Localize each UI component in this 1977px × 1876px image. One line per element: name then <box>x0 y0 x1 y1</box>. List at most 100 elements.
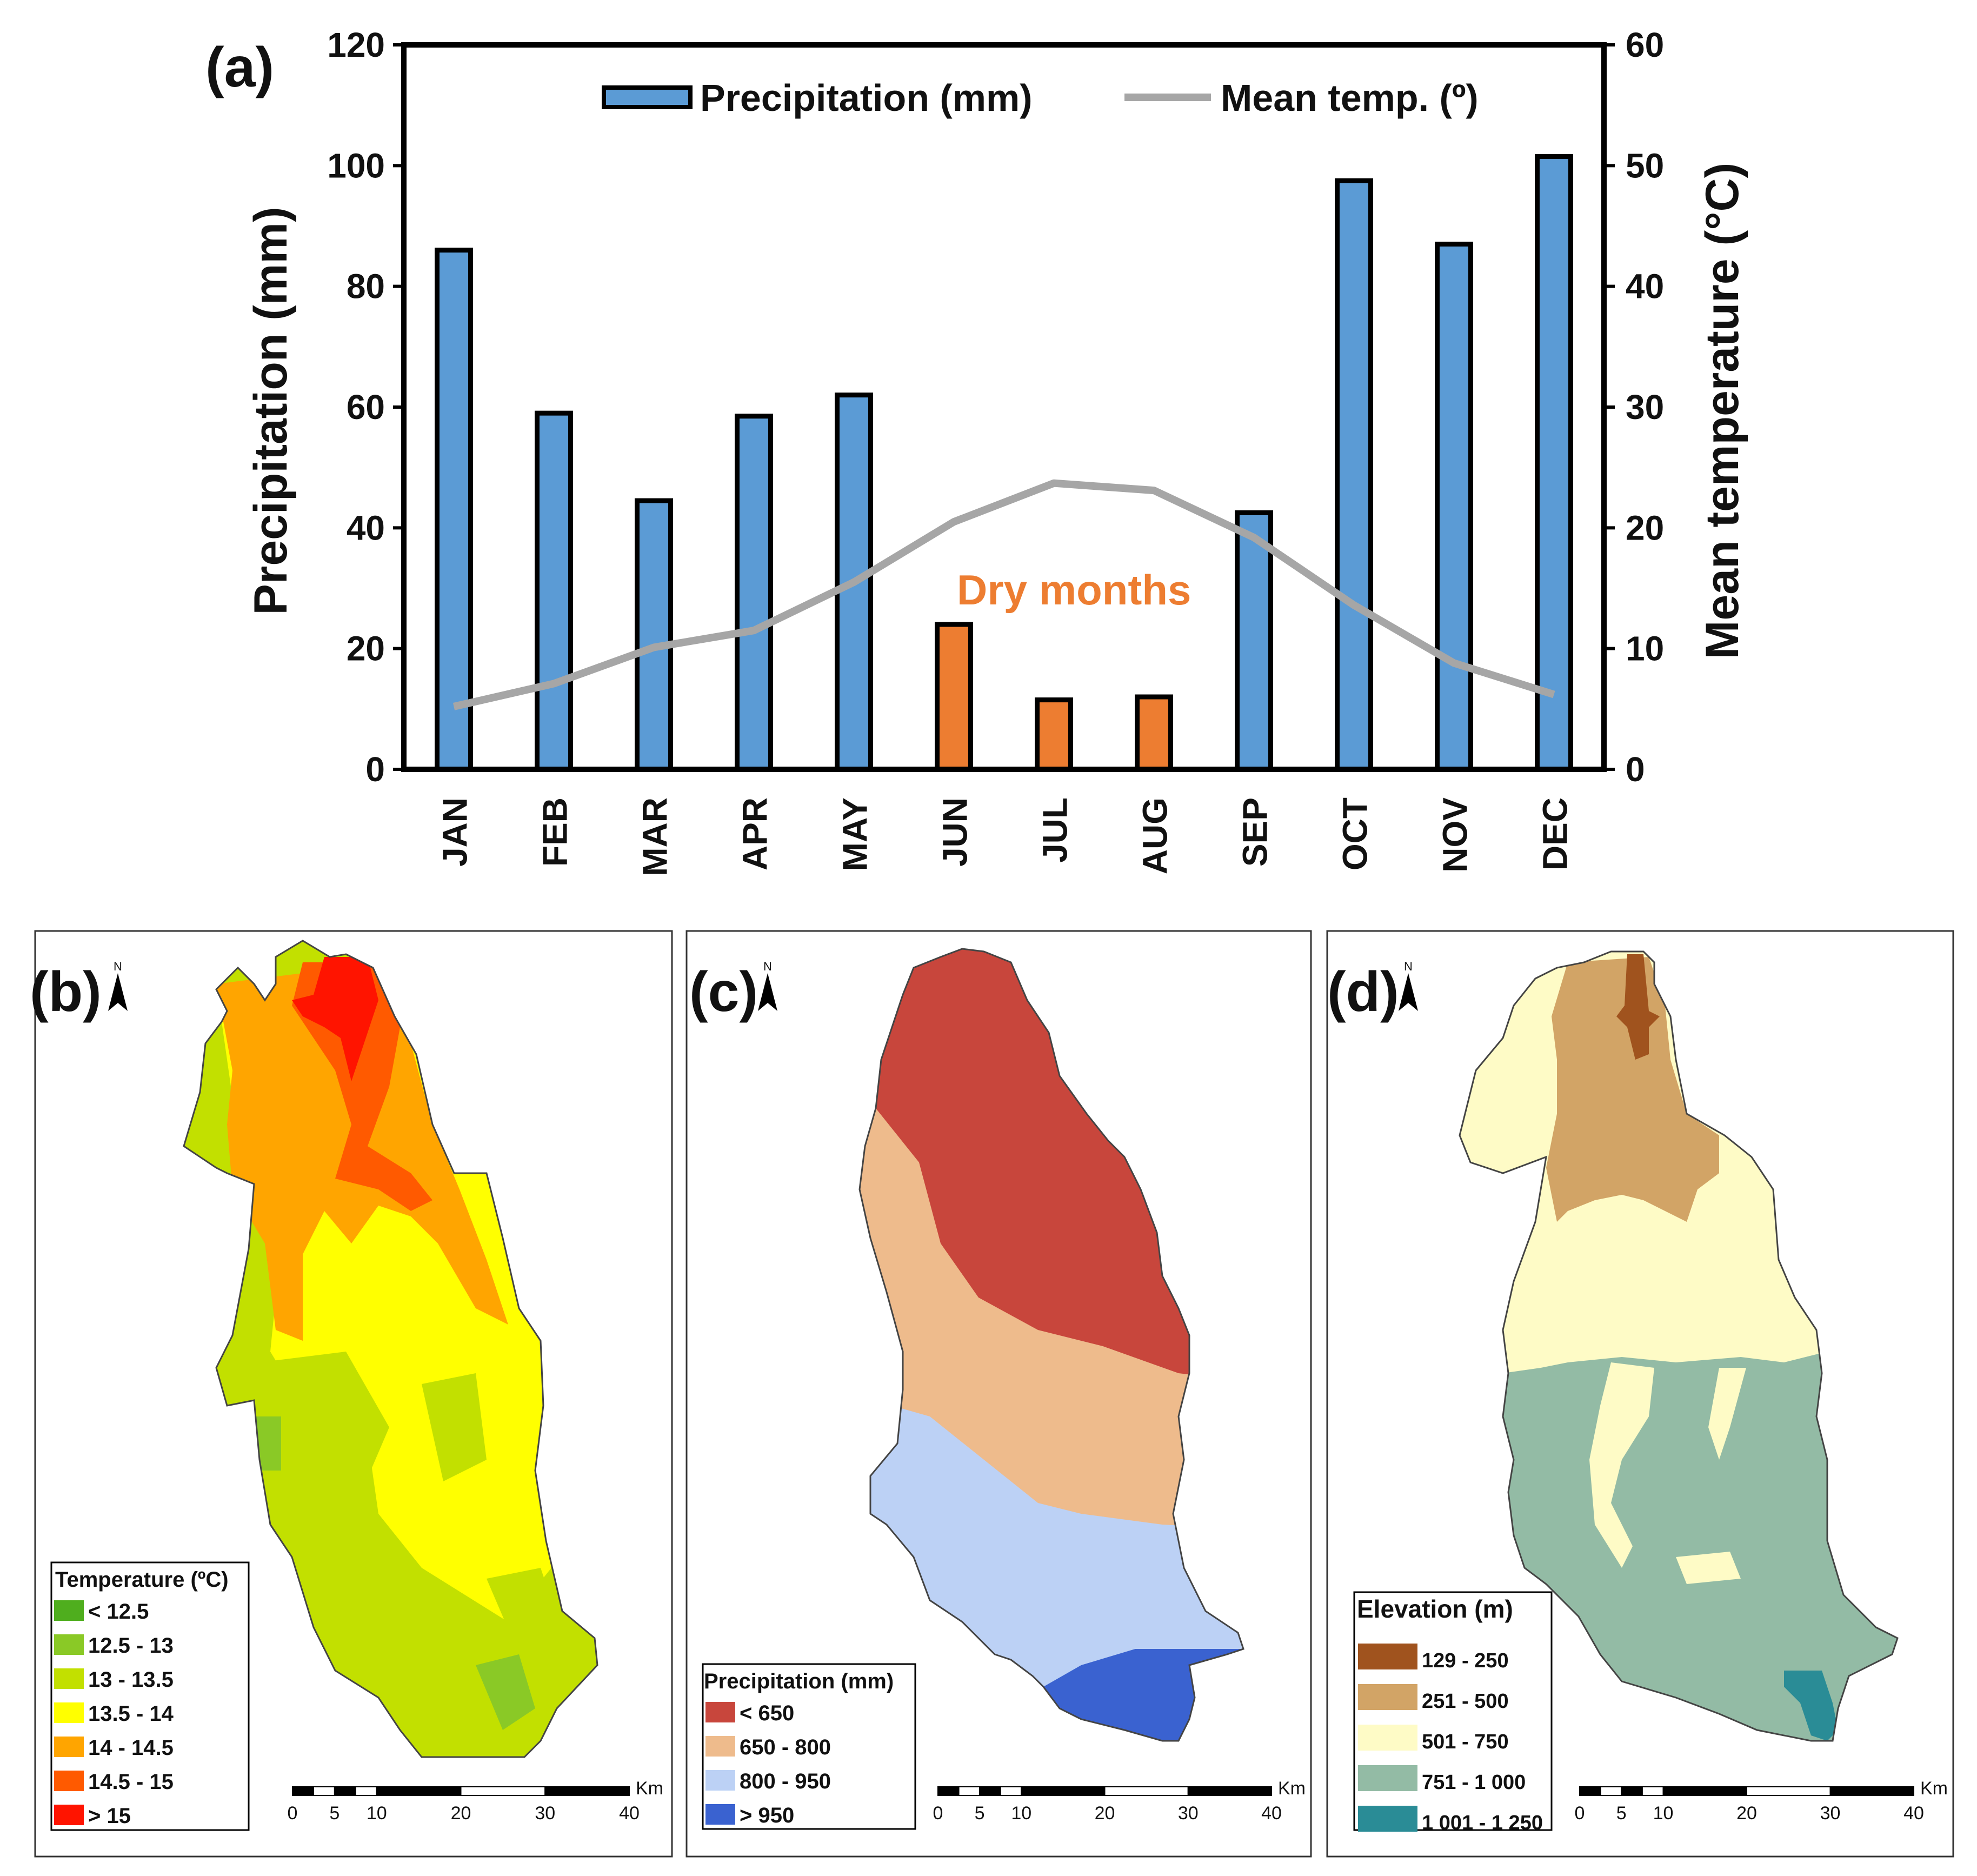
legend-precipitation-label: Precipitation (mm) <box>700 77 1033 119</box>
scale-bar-b: 0 5 10 20 30 40 Km <box>288 1778 663 1824</box>
zone-129-250 <box>1616 954 1660 1060</box>
month-label-nov: NOV <box>1436 797 1475 873</box>
bar-nov <box>1435 242 1473 772</box>
month-label-dec: DEC <box>1536 797 1575 870</box>
bar-mar <box>635 498 673 772</box>
month-label-aug: AUG <box>1136 797 1175 874</box>
month-label-apr: APR <box>736 797 775 870</box>
right-tick-label: 0 <box>1626 750 1645 789</box>
scale-tick-label: 5 <box>975 1803 985 1824</box>
zone-over-950 <box>1043 1649 1243 1741</box>
legend-class-label: 800 - 950 <box>740 1769 831 1793</box>
legend-swatch <box>705 1804 735 1825</box>
scale-segment <box>1746 1786 1831 1796</box>
scale-segment <box>312 1786 335 1796</box>
left-tick-label: 120 <box>327 25 385 64</box>
legend-swatch <box>705 1702 735 1722</box>
legend-swatch <box>1358 1644 1417 1669</box>
temperature-legend-title: Temperature (ºC) <box>55 1568 229 1592</box>
scale-tick-label: 20 <box>451 1803 471 1824</box>
basin-outline-b <box>183 940 598 1758</box>
north-arrow-d: N <box>1399 960 1418 1011</box>
month-label-oct: OCT <box>1336 797 1375 870</box>
right-tick-label: 20 <box>1626 508 1664 547</box>
legend-class-label: 12.5 - 13 <box>88 1634 174 1658</box>
scale-tick-label: 0 <box>1575 1803 1585 1824</box>
legend-class-label: 751 - 1 000 <box>1422 1771 1526 1794</box>
scale-segment <box>958 1786 981 1796</box>
zone-12_5-13 <box>249 1416 535 1730</box>
bar-dec <box>1535 154 1573 772</box>
scale-tick-label: 40 <box>1261 1803 1282 1824</box>
legend-class-label: < 650 <box>740 1701 794 1725</box>
panel-d-label: (d) <box>1327 961 1399 1023</box>
panel-b-label: (b) <box>30 961 102 1023</box>
bar-jan <box>435 248 473 772</box>
left-axis-ticks: 0 20 40 60 80 100 120 <box>327 25 404 789</box>
panel-a-climate-chart: (a) 0 20 40 60 80 100 120 0 10 20 30 40 50 60 JAN FEB… <box>205 25 1748 876</box>
legend-swatch <box>54 1702 84 1723</box>
left-tick-label: 100 <box>327 146 385 185</box>
right-tick-label: 30 <box>1626 388 1664 427</box>
legend-swatch <box>705 1736 735 1757</box>
scale-segment <box>1829 1786 1914 1796</box>
zone-over-15 <box>292 957 378 1081</box>
svg-text:N: N <box>1404 960 1413 973</box>
north-arrow-c: N <box>758 960 777 1011</box>
month-label-sep: SEP <box>1236 797 1275 867</box>
legend-swatch <box>1358 1806 1417 1832</box>
dry-months-annotation: Dry months <box>957 566 1191 614</box>
scale-segment <box>1579 1786 1601 1796</box>
left-tick-label: 40 <box>347 508 385 547</box>
basin-outline-d <box>1459 950 1899 1742</box>
scale-segment <box>1600 1786 1622 1796</box>
left-tick-label: 0 <box>365 750 385 789</box>
elevation-legend: Elevation (m) 129 - 250 251 - 500 501 - 75… <box>1353 1591 1553 1834</box>
legend-class-label: 650 - 800 <box>740 1735 831 1759</box>
legend-swatch <box>1358 1684 1417 1710</box>
scale-tick-label: 20 <box>1095 1803 1115 1824</box>
scale-segment <box>376 1786 462 1796</box>
svg-text:N: N <box>763 960 772 973</box>
legend-class-label: > 950 <box>740 1804 794 1827</box>
legend-swatch <box>54 1771 84 1791</box>
month-label-feb: FEB <box>536 797 575 867</box>
legend-class-label: 13 - 13.5 <box>88 1668 174 1692</box>
scale-bar-d: 0 5 10 20 30 40 Km <box>1575 1778 1948 1824</box>
scale-tick-label: 40 <box>619 1803 640 1824</box>
legend-swatch <box>1358 1725 1417 1751</box>
legend-class-label: 129 - 250 <box>1422 1649 1509 1672</box>
right-tick-label: 10 <box>1626 629 1664 668</box>
scale-tick-label: 5 <box>1616 1803 1627 1824</box>
scale-segment <box>1021 1786 1106 1796</box>
scale-unit-label: Km <box>1920 1778 1948 1799</box>
scale-tick-label: 40 <box>1903 1803 1924 1824</box>
scale-tick-label: 30 <box>1178 1803 1199 1824</box>
zone-251-500 <box>1546 957 1719 1222</box>
scale-tick-label: 30 <box>1820 1803 1841 1824</box>
legend-class-label: 14.5 - 15 <box>88 1770 174 1794</box>
bar-jul <box>1035 697 1073 772</box>
basin-outline-c <box>858 948 1244 1742</box>
right-axis-title: Mean temperature (°C) <box>1696 163 1748 659</box>
scale-segment <box>355 1786 377 1796</box>
right-axis-ticks: 0 10 20 30 40 50 60 <box>1604 25 1664 789</box>
legend-swatch <box>54 1737 84 1757</box>
panel-a-label: (a) <box>205 36 274 99</box>
scale-unit-label: Km <box>636 1778 663 1799</box>
plot-frame <box>401 42 1607 772</box>
legend-class-label: 501 - 750 <box>1422 1731 1509 1753</box>
legend-class-label: 251 - 500 <box>1422 1690 1509 1713</box>
scale-tick-label: 10 <box>1011 1803 1031 1824</box>
scale-segment <box>1187 1786 1272 1796</box>
scale-segment <box>292 1786 314 1796</box>
legend-swatch <box>705 1770 735 1791</box>
left-tick-label: 60 <box>347 388 385 427</box>
month-labels: JAN FEB MAR APR MAY JUN JUL AUG SEP OCT NOV DEC <box>436 797 1575 876</box>
right-tick-label: 40 <box>1626 267 1664 306</box>
scale-segment <box>334 1786 356 1796</box>
scale-segment <box>1104 1786 1189 1796</box>
mean-temperature-line <box>452 479 1555 710</box>
